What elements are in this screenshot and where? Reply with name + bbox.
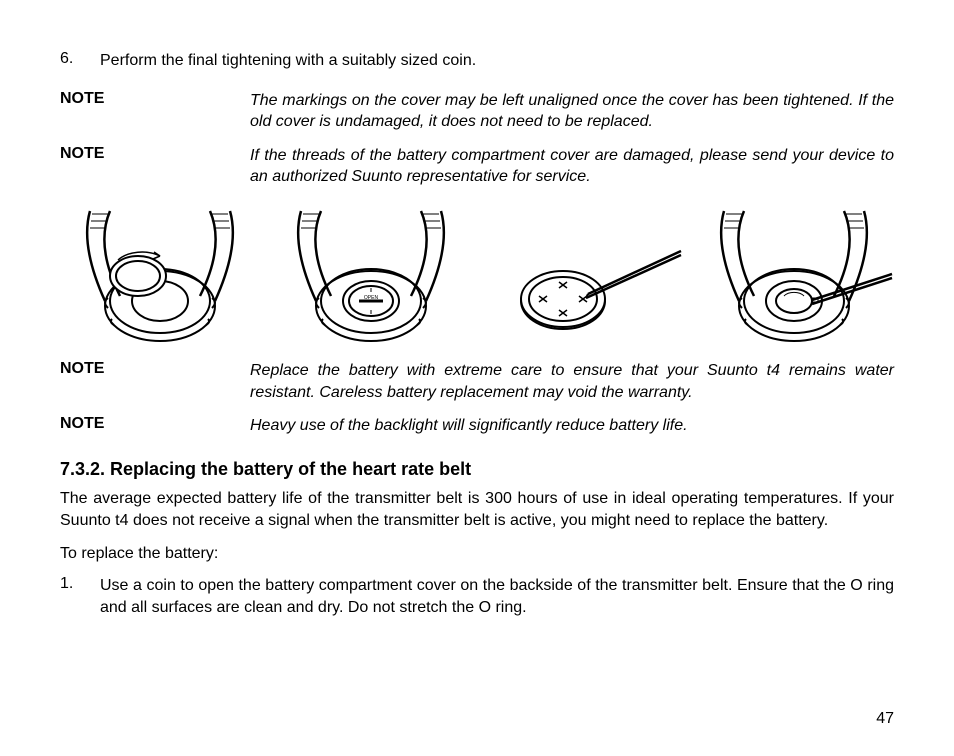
note-body: If the threads of the battery compartmen… bbox=[250, 145, 894, 188]
manual-page: 6. Perform the final tightening with a s… bbox=[0, 0, 954, 756]
step-6-number: 6. bbox=[60, 50, 100, 72]
note-label: NOTE bbox=[60, 145, 250, 188]
note-label: NOTE bbox=[60, 415, 250, 437]
note-row-2: NOTE If the threads of the battery compa… bbox=[60, 145, 894, 188]
battery-illustration-1 bbox=[60, 206, 260, 346]
battery-illustration-3 bbox=[483, 206, 683, 346]
section-paragraph-2: To replace the battery: bbox=[60, 543, 894, 565]
note-label: NOTE bbox=[60, 360, 250, 403]
note-body: Replace the battery with extreme care to… bbox=[250, 360, 894, 403]
svg-text:OPEN: OPEN bbox=[364, 295, 379, 301]
step-6-row: 6. Perform the final tightening with a s… bbox=[60, 50, 894, 72]
section-heading: 7.3.2. Replacing the battery of the hear… bbox=[60, 459, 894, 480]
note-body: Heavy use of the backlight will signific… bbox=[250, 415, 894, 437]
note-row-1: NOTE The markings on the cover may be le… bbox=[60, 90, 894, 133]
illustration-row: OPEN bbox=[60, 206, 894, 346]
note-row-3: NOTE Replace the battery with extreme ca… bbox=[60, 360, 894, 403]
step-1-number: 1. bbox=[60, 575, 100, 618]
step-1-text: Use a coin to open the battery compartme… bbox=[100, 575, 894, 618]
note-row-4: NOTE Heavy use of the backlight will sig… bbox=[60, 415, 894, 437]
note-label: NOTE bbox=[60, 90, 250, 133]
battery-illustration-4 bbox=[694, 206, 894, 346]
section-paragraph-1: The average expected battery life of the… bbox=[60, 488, 894, 533]
step-6-text: Perform the final tightening with a suit… bbox=[100, 50, 476, 72]
battery-illustration-2: OPEN bbox=[271, 206, 471, 346]
page-number: 47 bbox=[876, 710, 894, 728]
note-body: The markings on the cover may be left un… bbox=[250, 90, 894, 133]
step-1-row: 1. Use a coin to open the battery compar… bbox=[60, 575, 894, 618]
